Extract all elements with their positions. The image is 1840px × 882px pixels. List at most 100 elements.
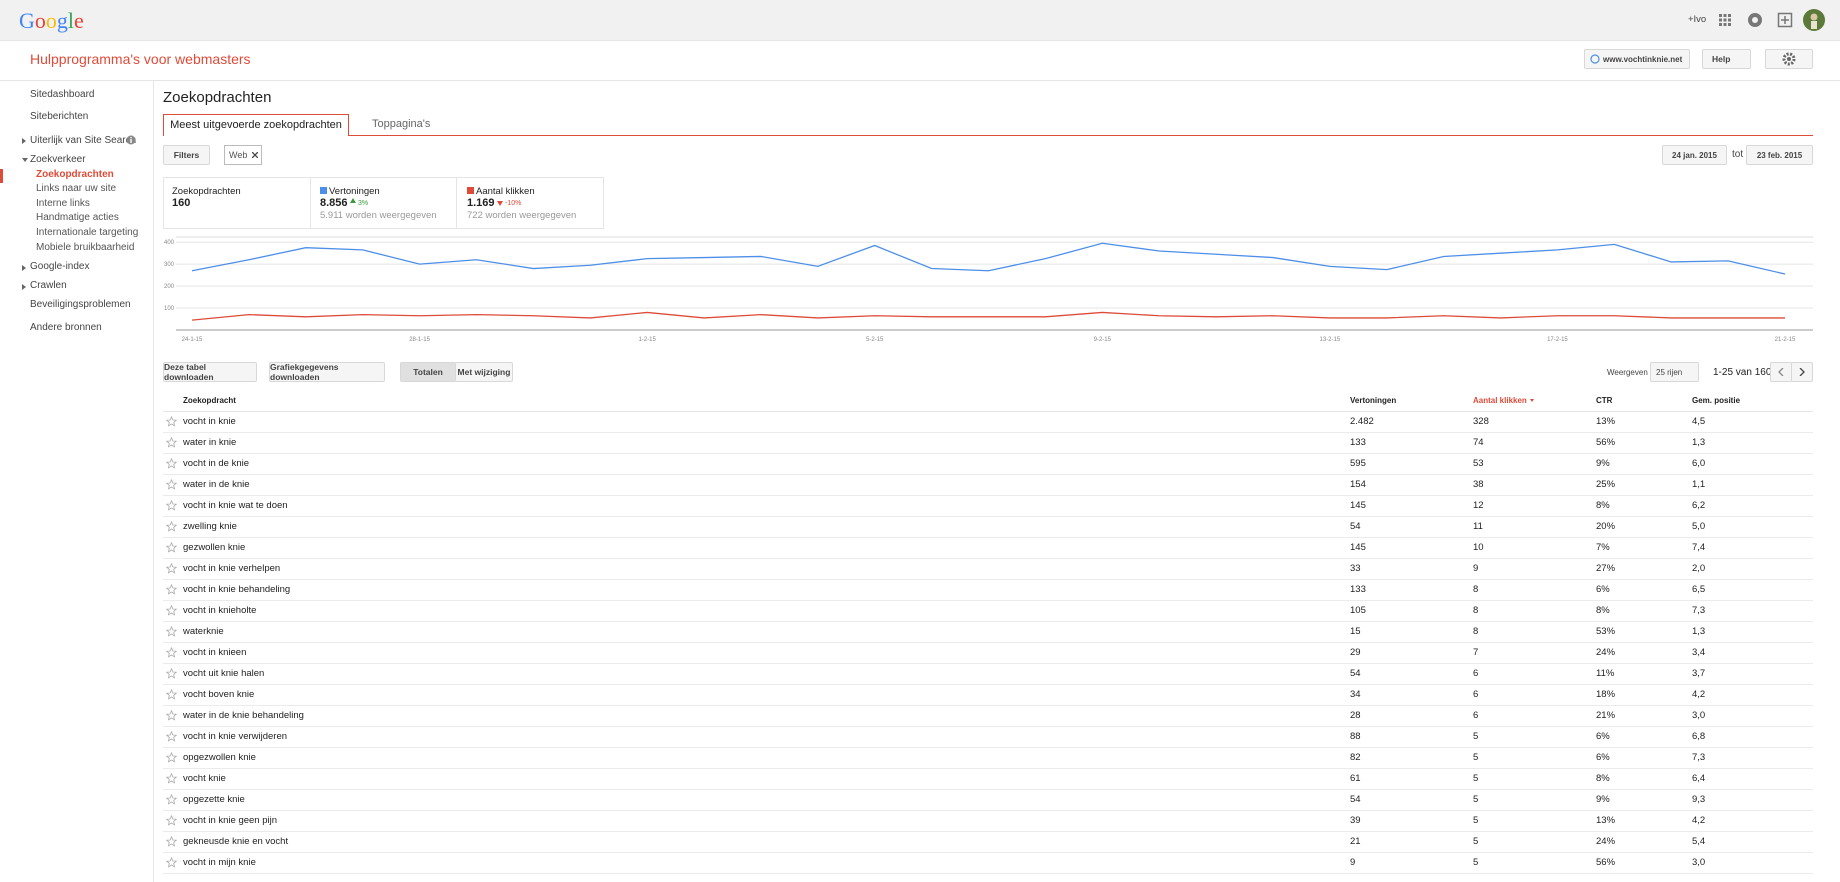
query-cell[interactable]: water in de knie behandeling [183,710,304,721]
query-cell[interactable]: opgezette knie [183,794,245,805]
prev-button[interactable] [1770,362,1792,382]
nav-item[interactable]: Interne links [36,198,90,209]
star-toggle[interactable] [166,836,177,847]
help-button[interactable]: Help [1702,49,1751,69]
nav-item-active[interactable]: Zoekopdrachten [36,169,114,180]
query-cell[interactable]: vocht in knie [183,416,236,427]
totals-toggle[interactable]: Totalen [400,362,456,382]
app-title[interactable]: Hulpprogramma's voor webmasters [30,51,251,67]
star-toggle[interactable] [166,521,177,532]
filter-chip[interactable]: Web [224,145,262,165]
value-cell: 28 [1350,710,1361,721]
star-toggle[interactable] [166,458,177,469]
query-cell[interactable]: zwelling knie [183,521,237,532]
star-toggle[interactable] [166,668,177,679]
query-cell[interactable]: gezwollen knie [183,542,246,553]
star-toggle[interactable] [166,815,177,826]
star-toggle[interactable] [166,731,177,742]
query-cell[interactable]: water in knie [183,437,237,448]
tab-active[interactable]: Meest uitgevoerde zoekopdrachten [163,114,349,136]
nav-item[interactable]: Internationale targeting [36,227,139,238]
tab[interactable]: Toppagina's [372,118,431,130]
query-cell[interactable]: water in de knie [183,479,250,490]
site-selector[interactable]: www.vochtinknie.net [1584,49,1690,69]
star-toggle[interactable] [166,479,177,490]
star-toggle[interactable] [166,542,177,553]
star-toggle[interactable] [166,857,177,868]
legend-label[interactable]: Vertoningen [329,186,380,197]
query-cell[interactable]: opgezwollen knie [183,752,256,763]
value-cell: 20% [1596,521,1616,532]
rows-select[interactable]: 25 rijen [1650,362,1699,382]
star-toggle[interactable] [166,710,177,721]
query-cell[interactable]: vocht in knie verwijderen [183,731,288,742]
nav-item[interactable]: Zoekverkeer [30,154,86,165]
query-cell[interactable]: vocht uit knie halen [183,668,265,679]
filters-button[interactable]: Filters [163,145,210,165]
query-cell[interactable]: vocht in mijn knie [183,857,256,868]
nav-item[interactable]: Uiterlijk van Site Search [30,135,137,146]
share-icon[interactable] [1777,12,1793,28]
star-toggle[interactable] [166,794,177,805]
nav-item[interactable]: Beveiligingsproblemen [30,299,131,310]
table-row: vocht knie 61 5 8% 6,4 [163,768,1813,790]
value-cell: 24% [1596,647,1616,658]
query-cell[interactable]: vocht in knieholte [183,605,257,616]
chip-label: Web [229,150,248,160]
nav-item[interactable]: Mobiele bruikbaarheid [36,242,135,253]
star-toggle[interactable] [166,500,177,511]
download-table-button[interactable]: Deze tabel downloaden [163,362,257,382]
star-toggle[interactable] [166,437,177,448]
next-button[interactable] [1791,362,1813,382]
start-date[interactable]: 24 jan. 2015 [1662,145,1727,165]
query-cell[interactable]: vocht in knieen [183,647,247,658]
star-toggle[interactable] [166,752,177,763]
column-header[interactable]: CTR [1596,396,1613,405]
star-toggle[interactable] [166,605,177,616]
legend-label[interactable]: Aantal klikken [476,186,535,197]
query-cell[interactable]: vocht in knie wat te doen [183,500,288,511]
star-toggle[interactable] [166,584,177,595]
query-cell[interactable]: vocht in de knie [183,458,250,469]
notifications-icon[interactable] [1747,12,1763,28]
download-chart-button[interactable]: Grafiekgegevens downloaden [269,362,385,382]
column-header[interactable]: Vertoningen [1350,396,1397,405]
nav-item[interactable]: Google-index [30,261,90,272]
avatar[interactable] [1803,9,1825,31]
apps-icon[interactable] [1718,13,1732,27]
column-header[interactable]: Gem. positie [1692,396,1741,405]
nav-item[interactable]: Sitedashboard [30,89,95,100]
settings-button[interactable] [1765,49,1813,69]
value-cell: 24% [1596,836,1616,847]
star-toggle[interactable] [166,563,177,574]
remove-icon[interactable] [252,152,258,158]
star-toggle[interactable] [166,416,177,427]
column-header[interactable]: Aantal klikken [1473,390,1534,411]
legend-swatch [467,187,474,194]
query-cell[interactable]: vocht in knie geen pijn [183,815,278,826]
query-cell[interactable]: gekneusde knie en vocht [183,836,289,847]
nav-item[interactable]: Crawlen [30,280,67,291]
nav-item[interactable]: Andere bronnen [30,322,102,333]
nav-item[interactable]: Handmatige acties [36,212,119,223]
logo[interactable]: Google [19,8,84,34]
column-header[interactable]: Zoekopdracht [183,396,236,405]
star-toggle[interactable] [166,647,177,658]
user-link[interactable]: +Ivo [1688,14,1707,25]
info-icon[interactable] [126,135,136,145]
end-date[interactable]: 23 feb. 2015 [1746,145,1813,165]
logo-letter: e [74,8,84,33]
nav-item[interactable]: Links naar uw site [36,183,117,194]
star-toggle[interactable] [166,773,177,784]
query-cell[interactable]: vocht knie [183,773,226,784]
change-toggle[interactable]: Met wijziging [455,362,513,382]
star-toggle[interactable] [166,626,177,637]
star-toggle[interactable] [166,689,177,700]
star-icon [166,668,177,679]
query-cell[interactable]: vocht in knie behandeling [183,584,291,595]
query-cell[interactable]: vocht in knie verhelpen [183,563,281,574]
table-row: vocht in knie geen pijn 39 5 13% 4,2 [163,810,1813,832]
query-cell[interactable]: waterknie [183,626,224,637]
query-cell[interactable]: vocht boven knie [183,689,255,700]
nav-item[interactable]: Siteberichten [30,111,89,122]
